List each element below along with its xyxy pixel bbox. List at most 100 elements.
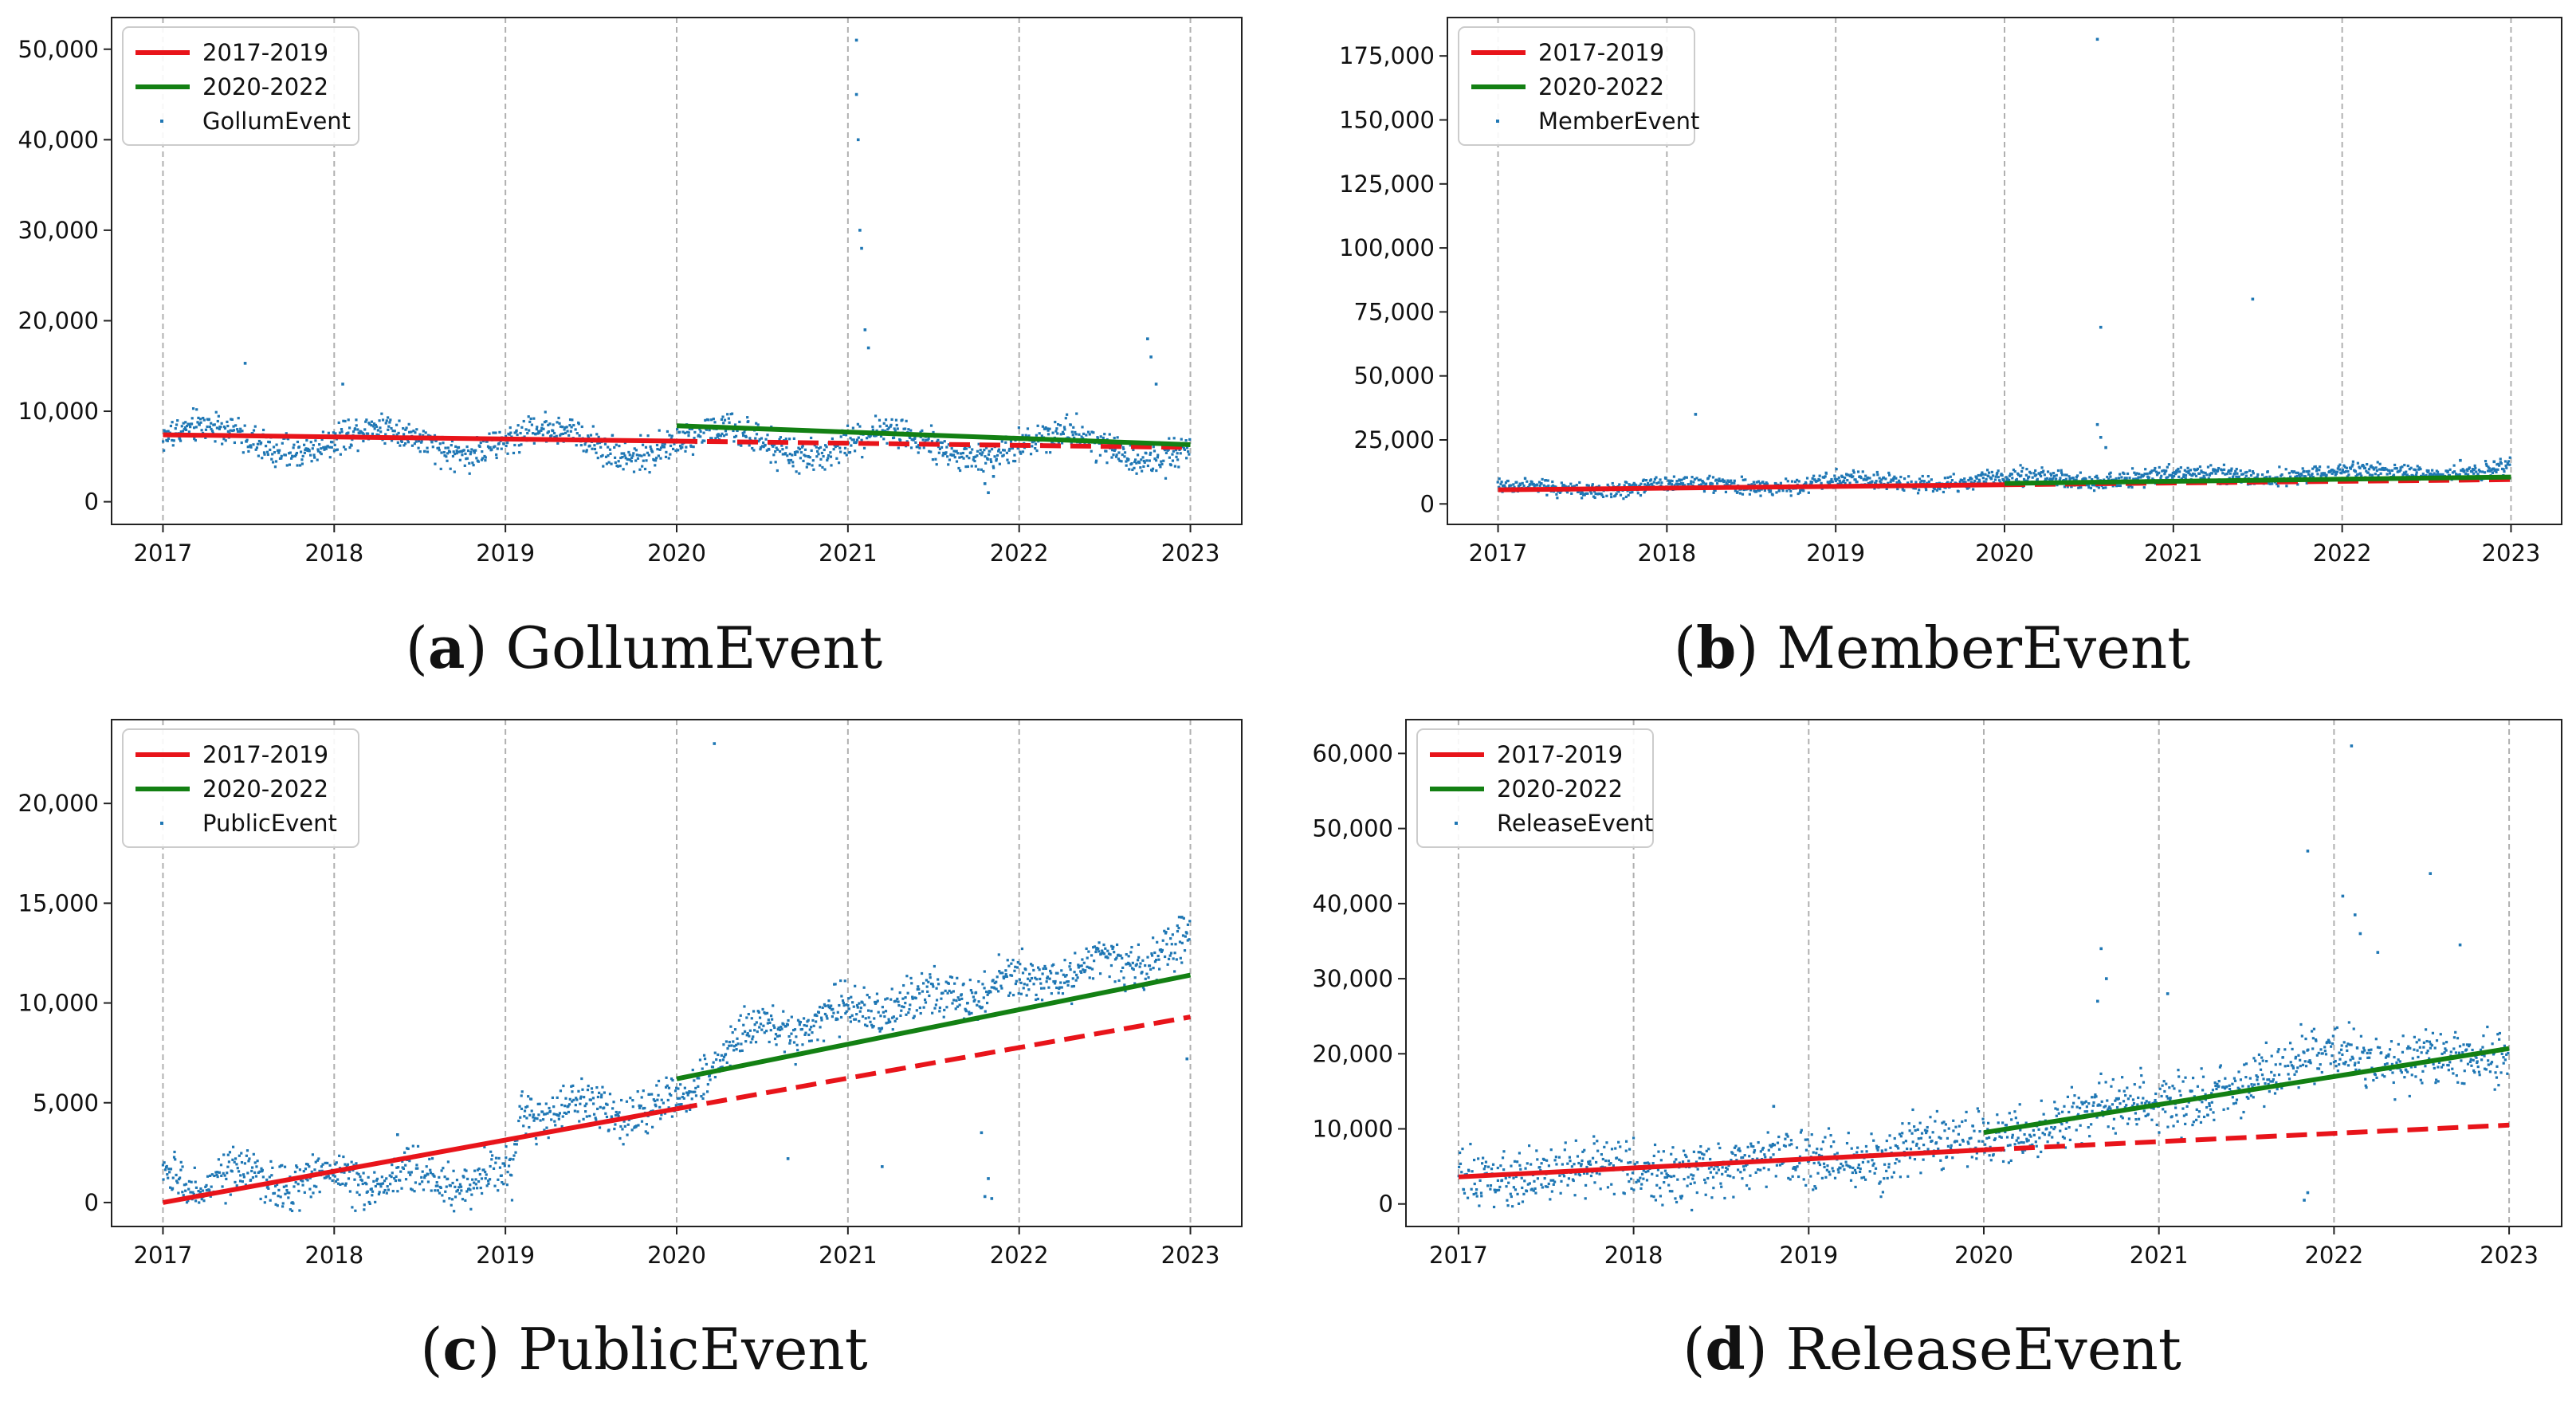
scatter-point <box>2362 465 2366 468</box>
scatter-point <box>1557 1156 1561 1159</box>
scatter-point <box>2196 467 2199 470</box>
scatter-point <box>1484 1160 1488 1164</box>
scatter-point <box>948 458 952 461</box>
scatter-point <box>1103 433 1106 436</box>
scatter-point <box>1069 967 1072 971</box>
scatter-point <box>1600 1152 1603 1156</box>
scatter-point <box>446 1177 450 1180</box>
scatter-point <box>1997 479 2001 482</box>
scatter-point <box>215 1173 218 1176</box>
scatter-point <box>1655 476 1658 479</box>
scatter-point <box>1188 453 1191 456</box>
scatter-point <box>2301 467 2304 470</box>
scatter-point <box>614 1123 617 1126</box>
scatter-point <box>183 1183 187 1187</box>
scatter-point <box>276 1204 279 1207</box>
scatter-point <box>338 431 342 434</box>
scatter-point <box>746 1032 749 1035</box>
scatter-point <box>1115 956 1118 960</box>
scatter-point <box>751 446 754 450</box>
scatter-point <box>947 982 950 985</box>
scatter-point <box>875 429 878 432</box>
scatter-point <box>591 1091 594 1094</box>
scatter-point <box>189 426 192 429</box>
scatter-point <box>219 1164 223 1167</box>
scatter-point <box>1810 481 1814 484</box>
scatter-point <box>592 1113 596 1116</box>
scatter-point <box>269 448 272 452</box>
scatter-point <box>1008 447 1011 451</box>
scatter-point <box>1028 972 1031 975</box>
scatter-point <box>607 1128 611 1132</box>
scatter-point <box>964 465 968 469</box>
scatter-point <box>315 1185 318 1188</box>
scatter-point <box>834 983 837 986</box>
scatter-point <box>2235 475 2238 478</box>
scatter-point <box>289 457 293 460</box>
scatter-point <box>205 1183 208 1187</box>
scatter-point <box>762 445 765 449</box>
scatter-point <box>431 1172 434 1176</box>
scatter-point <box>669 444 673 448</box>
scatter-point <box>984 1010 987 1013</box>
scatter-point <box>1691 1177 1694 1180</box>
scatter-point <box>1085 947 1088 951</box>
scatter-point <box>1757 1140 1760 1144</box>
scatter-point <box>489 1164 492 1168</box>
scatter-point <box>1816 1148 1819 1151</box>
scatter-point <box>430 1157 434 1160</box>
scatter-point <box>621 1128 624 1131</box>
scatter-point <box>268 441 271 444</box>
scatter-point <box>852 438 855 442</box>
scatter-point <box>1486 1184 1490 1187</box>
scatter-point <box>422 1188 426 1191</box>
scatter-point <box>1536 1158 1539 1161</box>
scatter-point <box>1765 482 1769 485</box>
scatter-point <box>2134 477 2138 481</box>
scatter-point <box>659 457 662 460</box>
scatter-point <box>1078 964 1082 967</box>
scatter-point <box>438 1175 441 1179</box>
scatter-point <box>2202 474 2205 477</box>
scatter-point <box>345 1164 348 1168</box>
scatter-point <box>1013 969 1016 972</box>
scatter-point <box>1052 963 1055 967</box>
scatter-point <box>379 1185 383 1188</box>
scatter-point <box>506 452 509 455</box>
scatter-point <box>1712 491 1715 494</box>
scatter-point <box>2116 484 2120 487</box>
scatter-point <box>1537 481 1541 484</box>
scatter-point <box>913 1015 916 1018</box>
scatter-point <box>657 1079 661 1083</box>
scatter-point <box>1596 1140 1599 1143</box>
scatter-point <box>434 462 437 465</box>
scatter-point <box>1766 1131 1769 1134</box>
scatter-point <box>339 453 342 456</box>
scatter-point <box>1907 475 1910 478</box>
scatter-point <box>2344 470 2347 473</box>
scatter-point <box>644 1130 647 1133</box>
scatter-point <box>1798 1161 1801 1165</box>
scatter-point <box>181 1165 184 1168</box>
scatter-point <box>1006 959 1009 962</box>
scatter-point <box>437 446 441 449</box>
scatter-point <box>1715 482 1719 485</box>
scatter-point <box>1639 494 1643 497</box>
scatter-point <box>1614 1147 1617 1150</box>
scatter-point <box>2434 473 2437 477</box>
scatter-point <box>295 1164 298 1168</box>
scatter-point <box>728 1044 731 1047</box>
scatter-point <box>327 431 330 434</box>
scatter-point <box>262 451 266 454</box>
scatter-point <box>253 1161 257 1164</box>
scatter-point <box>218 427 222 430</box>
scatter-point <box>2153 469 2156 472</box>
scatter-point <box>575 432 579 435</box>
outlier-point <box>395 1133 399 1136</box>
scatter-point <box>528 1113 532 1117</box>
scatter-point <box>997 953 1000 956</box>
scatter-point <box>191 1191 194 1194</box>
scatter-point <box>616 1113 619 1117</box>
scatter-point <box>556 442 560 445</box>
scatter-point <box>233 1160 236 1164</box>
